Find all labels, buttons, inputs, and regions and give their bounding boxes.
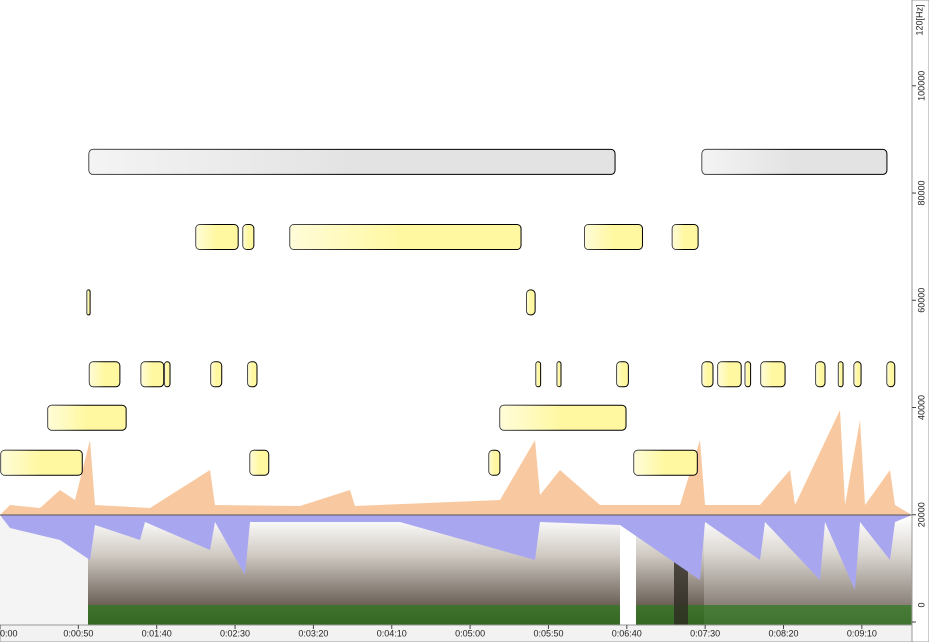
region-highlight [195, 224, 239, 250]
y-tick-label: 60000 [916, 288, 926, 313]
region-highlight [89, 149, 616, 175]
y-unit-label: 120[Hz] [914, 4, 924, 35]
frequency-ruler [911, 0, 929, 642]
region-highlight [488, 450, 500, 476]
region-highlight [886, 361, 895, 387]
region-highlight [535, 361, 541, 387]
x-tick-label: 0:00:50 [63, 628, 93, 638]
region-highlight [247, 361, 257, 387]
y-tick-label: 80000 [916, 181, 926, 206]
region-highlight [242, 224, 254, 250]
region-highlight [164, 361, 171, 387]
region-highlight [141, 361, 164, 387]
region-highlight [249, 450, 269, 476]
waveform [0, 410, 912, 590]
x-tick-label: 0:03:20 [298, 628, 328, 638]
region-highlight [633, 450, 698, 476]
region-highlight [210, 361, 222, 387]
region-highlight [289, 224, 522, 250]
region-highlight [89, 361, 120, 387]
region-highlight [86, 289, 91, 315]
region-highlight [616, 361, 629, 387]
region-highlight [745, 361, 751, 387]
region-highlight [702, 149, 887, 175]
x-tick-label: 0:01:40 [142, 628, 172, 638]
region-highlight [854, 361, 862, 387]
x-tick-label: 0:09:10 [847, 628, 877, 638]
region-highlight [672, 224, 699, 250]
y-tick-label: 0 [916, 602, 926, 607]
x-tick-label: 0:00 [0, 628, 18, 638]
x-tick-label: 0:05:50 [533, 628, 563, 638]
y-tick-label: 40000 [916, 395, 926, 420]
region-highlight [557, 361, 561, 387]
region-highlight [702, 361, 713, 387]
x-tick-label: 0:04:10 [377, 628, 407, 638]
x-tick-label: 0:02:30 [220, 628, 250, 638]
x-tick-label: 0:05:00 [455, 628, 485, 638]
region-highlight [760, 361, 786, 387]
region-highlight [499, 405, 627, 431]
region-highlight [0, 450, 83, 476]
y-tick-label: 100000 [916, 71, 926, 101]
x-tick-label: 0:07:30 [690, 628, 720, 638]
region-highlight [838, 361, 844, 387]
region-highlight [584, 224, 643, 250]
x-tick-label: 0:08:20 [768, 628, 798, 638]
region-highlight [526, 289, 536, 315]
y-tick-label: 20000 [916, 502, 926, 527]
region-highlight [815, 361, 826, 387]
region-highlight [717, 361, 742, 387]
region-highlight [47, 405, 127, 431]
x-tick-label: 0:06:40 [612, 628, 642, 638]
